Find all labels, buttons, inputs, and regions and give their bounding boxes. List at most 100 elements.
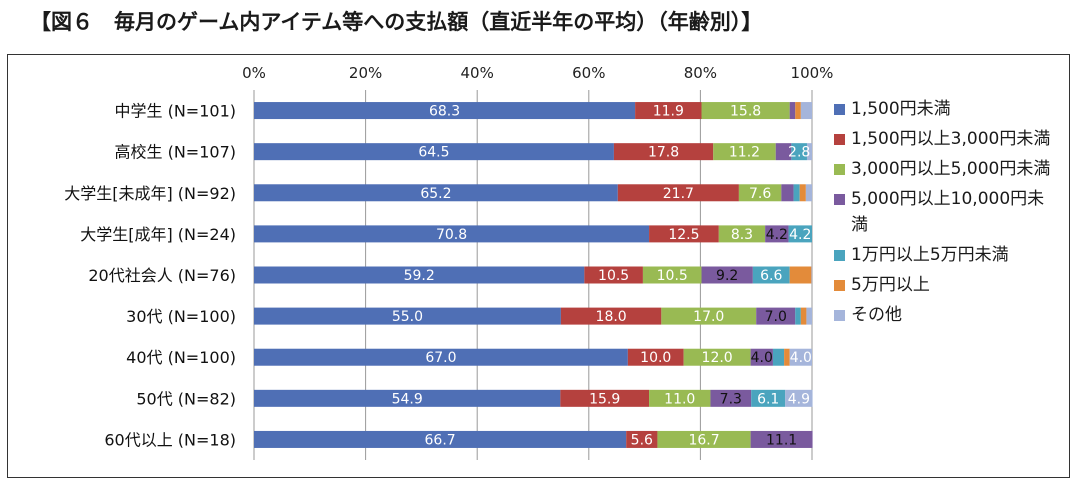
data-label: 9.2 xyxy=(716,268,738,284)
bar-segment xyxy=(795,102,801,120)
bar-segment xyxy=(642,266,702,284)
data-label: 15.8 xyxy=(730,104,761,120)
bar-segment xyxy=(791,143,807,161)
bar-segment xyxy=(560,307,662,325)
data-label: 11.2 xyxy=(729,145,760,161)
bar-segment xyxy=(584,266,643,284)
legend-swatch xyxy=(834,310,845,321)
legend-label: 1,500円以上3,000円未満 xyxy=(851,129,1051,149)
bar-segment xyxy=(254,348,628,366)
legend-label: 5,000円以上10,000円未満 xyxy=(851,189,1045,235)
legend-swatch xyxy=(834,280,845,291)
bar-segment xyxy=(781,184,794,202)
bar-segment xyxy=(750,430,813,448)
bar-segment xyxy=(756,307,796,325)
bar-segment xyxy=(789,266,812,284)
bar-segment xyxy=(752,266,790,284)
bar-segment xyxy=(806,143,812,161)
bar-segment xyxy=(560,389,650,407)
bar-segment xyxy=(627,348,684,366)
bar-segment xyxy=(701,266,753,284)
legend-item: 1,500円以上3,000円未満 xyxy=(834,126,1070,152)
category-label: 大学生[成年] (N=24) xyxy=(80,225,236,244)
bar-segment xyxy=(649,389,711,407)
bar-segment xyxy=(617,184,739,202)
bar-segment xyxy=(613,143,714,161)
data-label: 55.0 xyxy=(392,309,423,325)
bar-segment xyxy=(750,348,773,366)
bar-segment xyxy=(254,389,561,407)
bar-segment xyxy=(738,184,782,202)
x-tick-label: 20% xyxy=(349,64,382,82)
category-label: 30代 (N=100) xyxy=(126,307,236,326)
data-label: 5.6 xyxy=(631,432,653,448)
legend-item: 1,500円未満 xyxy=(834,96,1070,122)
data-label: 7.6 xyxy=(749,186,771,202)
legend: 1,500円未満 1,500円以上3,000円未満 3,000円以上5,000円未満… xyxy=(834,96,1070,332)
bar-segment xyxy=(254,266,585,284)
data-label: 10.0 xyxy=(640,350,671,366)
x-tick-labels: 0% 20% 40% 60% 80% 100% xyxy=(242,64,833,82)
category-labels: 中学生 (N=101) 高校生 (N=107) 大学生[未成年] (N=92) 大学生… xyxy=(64,102,236,450)
bar-segment xyxy=(805,184,812,202)
bar-segment xyxy=(683,348,751,366)
legend-item: 3,000円以上5,000円未満 xyxy=(834,156,1070,182)
bar-segment xyxy=(751,389,786,407)
data-label: 68.3 xyxy=(429,104,460,120)
data-label: 4.2 xyxy=(766,227,788,243)
data-label: 4.0 xyxy=(751,350,773,366)
category-label: 20代社会人 (N=76) xyxy=(88,266,236,285)
data-label: 21.7 xyxy=(663,186,694,202)
legend-item: 5,000円以上10,000円未満 xyxy=(834,186,1070,238)
bar-segment xyxy=(789,348,812,366)
data-label: 17.8 xyxy=(648,145,679,161)
bar-segment xyxy=(254,225,650,243)
data-label: 6.6 xyxy=(760,268,782,284)
data-label: 64.5 xyxy=(418,145,449,161)
bar-segment xyxy=(710,389,752,407)
data-label: 12.0 xyxy=(702,350,733,366)
bar-segment xyxy=(254,102,636,120)
data-label: 2.8 xyxy=(788,145,810,161)
category-label: 大学生[未成年] (N=92) xyxy=(64,184,236,203)
legend-swatch xyxy=(834,104,845,115)
category-label: 50代 (N=82) xyxy=(136,389,236,408)
bar-segment xyxy=(765,225,789,243)
data-label: 4.2 xyxy=(789,227,811,243)
bar-segment xyxy=(800,307,807,325)
bar-segment xyxy=(811,266,812,284)
data-label: 11.0 xyxy=(664,391,695,407)
x-tick-label: 60% xyxy=(572,64,605,82)
data-label: 59.2 xyxy=(404,268,435,284)
data-label: 10.5 xyxy=(657,268,688,284)
category-label: 高校生 (N=107) xyxy=(115,143,237,162)
bar-segment xyxy=(649,225,719,243)
legend-swatch xyxy=(834,164,845,175)
bar-segment xyxy=(795,307,801,325)
legend-label: その他 xyxy=(851,305,902,325)
legend-item: 5万円以上 xyxy=(834,272,1070,298)
bar-segment xyxy=(784,348,790,366)
x-tick-label: 0% xyxy=(242,64,266,82)
bar-segment xyxy=(635,102,702,120)
bar-segment xyxy=(713,143,776,161)
legend-label: 1万円以上5万円未満 xyxy=(851,245,1009,265)
category-label: 40代 (N=100) xyxy=(126,348,236,367)
data-labels: 68.3 11.9 15.8 64.5 17.8 11.2 2.8 65.2 21.7 7.6 70… xyxy=(392,104,812,449)
bar-segments xyxy=(254,102,813,448)
data-label: 18.0 xyxy=(596,309,627,325)
category-label: 60代以上 (N=18) xyxy=(104,430,236,449)
bar-segment xyxy=(626,430,658,448)
data-label: 7.0 xyxy=(765,309,787,325)
data-label: 16.7 xyxy=(688,432,719,448)
bar-segment xyxy=(789,102,796,120)
legend-label: 5万円以上 xyxy=(851,275,930,295)
bar-segment xyxy=(772,348,785,366)
bar-segment xyxy=(657,430,751,448)
legend-swatch xyxy=(834,134,845,145)
x-tick-label: 40% xyxy=(461,64,494,82)
data-label: 6.1 xyxy=(757,391,779,407)
bar-segment xyxy=(701,102,790,120)
bar-segment xyxy=(806,307,812,325)
data-label: 7.3 xyxy=(720,391,742,407)
